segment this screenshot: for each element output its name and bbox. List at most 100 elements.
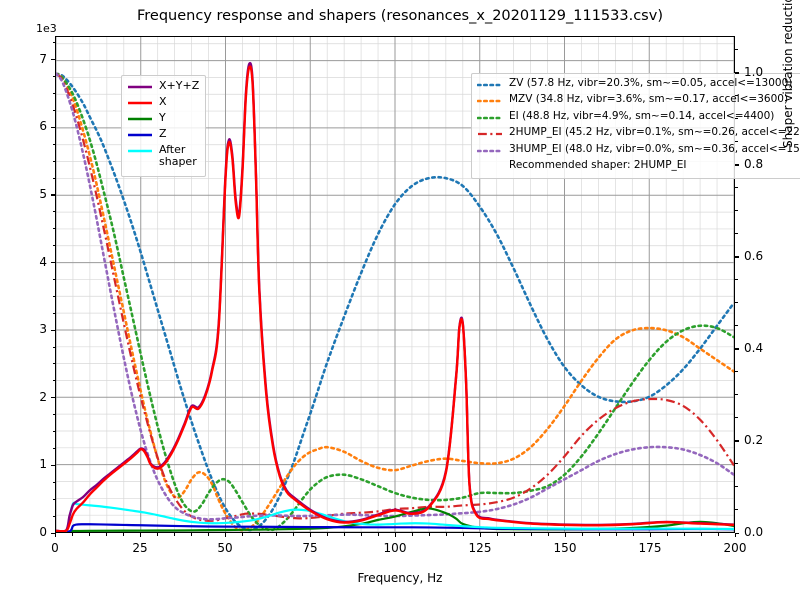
tick-mark [51, 194, 55, 196]
tick-mark [735, 233, 738, 235]
tick-mark [207, 533, 209, 536]
legend-label-y: Y [159, 111, 166, 124]
x-tick-50: 50 [217, 541, 233, 555]
legend-swatch-shaper-4-icon [477, 145, 503, 157]
y2-tick-0.6: 0.6 [744, 248, 764, 263]
y-tick-0: 0 [39, 525, 47, 539]
psd-curve-x [56, 65, 734, 532]
psd-curve-aftershaper [56, 501, 734, 532]
legend-item-xyz[interactable]: X+Y+Z [127, 80, 199, 96]
tick-mark [71, 533, 73, 536]
legend-signals[interactable]: X+Y+Z X Y Z After shaper [121, 75, 207, 177]
tick-mark [496, 533, 498, 536]
tick-mark [735, 210, 738, 212]
tick-mark [51, 126, 55, 128]
tick-mark [52, 76, 55, 78]
legend-item-shaper-4[interactable]: 3HUMP_EI (48.0 Hz, vibr=0.0%, sm~=0.36, … [477, 144, 800, 160]
tick-mark [52, 109, 55, 111]
tick-mark [52, 278, 55, 280]
legend-label-x: X [159, 95, 167, 108]
tick-mark [649, 533, 651, 537]
y-tick-3: 3 [39, 322, 47, 337]
legend-swatch-z-icon [127, 129, 153, 141]
tick-mark [717, 533, 719, 536]
tick-mark [735, 440, 739, 442]
tick-mark [735, 463, 738, 465]
tick-mark [735, 302, 738, 304]
legend-item-after-shaper[interactable]: After shaper [127, 144, 199, 172]
legend-swatch-shaper-2-icon [477, 112, 503, 124]
legend-swatch-shaper-0-icon [477, 79, 503, 91]
tick-mark [735, 256, 739, 258]
tick-mark [52, 228, 55, 230]
tick-mark [52, 312, 55, 314]
tick-mark [513, 533, 515, 536]
y-axis-exponent-label: 1e3 [36, 22, 57, 35]
data-layer [56, 61, 734, 532]
legend-label-shaper-1: MZV (34.8 Hz, vibr=3.6%, sm~=0.17, accel… [509, 93, 789, 106]
y2-tick-0.8: 0.8 [744, 156, 764, 171]
y-tick-2: 2 [39, 389, 47, 404]
y-tick-5: 5 [39, 186, 47, 201]
y-tick-6: 6 [39, 119, 47, 134]
tick-mark [326, 533, 328, 536]
legend-label-shaper-0: ZV (57.8 Hz, vibr=20.3%, sm~=0.05, accel… [509, 77, 793, 89]
tick-mark [735, 325, 738, 327]
tick-mark [735, 187, 738, 189]
tick-mark [156, 533, 158, 536]
tick-mark [734, 533, 736, 537]
x-tick-100: 100 [383, 541, 407, 555]
plot-area: X+Y+Z X Y Z After shaper ZV (57.8 Hz, vibr=2… [55, 36, 800, 533]
tick-mark [377, 533, 379, 536]
tick-mark [241, 533, 243, 536]
tick-mark [735, 141, 738, 143]
tick-mark [547, 533, 549, 536]
y-tick-1: 1 [39, 457, 47, 472]
tick-mark [122, 533, 124, 536]
shaper-curve-mzv [56, 72, 734, 532]
shaper-curve-zv [56, 72, 734, 532]
legend-item-z[interactable]: Z [127, 128, 199, 144]
tick-mark [666, 533, 668, 536]
legend-item-shaper-2[interactable]: EI (48.8 Hz, vibr=4.9%, sm~=0.14, accel<… [477, 111, 800, 127]
legend-shapers[interactable]: ZV (57.8 Hz, vibr=20.3%, sm~=0.05, accel… [471, 73, 800, 179]
x-tick-200: 200 [723, 541, 747, 555]
legend-label-after-shaper: After shaper [159, 143, 197, 168]
legend-item-y[interactable]: Y [127, 112, 199, 128]
legend-item-shaper-1[interactable]: MZV (34.8 Hz, vibr=3.6%, sm~=0.17, accel… [477, 94, 800, 110]
legend-item-x[interactable]: X [127, 96, 199, 112]
x-tick-75: 75 [302, 541, 318, 555]
tick-mark [735, 118, 738, 120]
y2-tick-0.2: 0.2 [744, 432, 764, 447]
tick-mark [52, 481, 55, 483]
legend-item-shaper-0[interactable]: ZV (57.8 Hz, vibr=20.3%, sm~=0.05, accel… [477, 78, 800, 94]
tick-mark [51, 59, 55, 61]
tick-mark [735, 95, 738, 97]
x-tick-25: 25 [132, 541, 148, 555]
legend-label-xyz: X+Y+Z [159, 79, 200, 92]
tick-mark [139, 533, 141, 537]
tick-mark [52, 295, 55, 297]
legend-swatch-xyz-icon [127, 81, 153, 93]
tick-mark [51, 329, 55, 331]
legend-item-shaper-3[interactable]: 2HUMP_EI (45.2 Hz, vibr=0.1%, sm~=0.26, … [477, 127, 800, 143]
tick-mark [735, 532, 739, 534]
tick-mark [309, 533, 311, 537]
tick-mark [52, 245, 55, 247]
tick-mark [411, 533, 413, 536]
tick-mark [360, 533, 362, 536]
legend-swatch-shaper-1-icon [477, 95, 503, 107]
legend-label-shaper-2: EI (48.8 Hz, vibr=4.9%, sm~=0.14, accel<… [509, 109, 775, 122]
tick-mark [445, 533, 447, 536]
tick-mark [54, 533, 56, 537]
tick-mark [735, 49, 738, 51]
tick-mark [735, 417, 738, 419]
tick-mark [52, 363, 55, 365]
shaper-curve-ei [56, 72, 734, 532]
tick-mark [52, 143, 55, 145]
x-tick-175: 175 [638, 541, 662, 555]
legend-swatch-x-icon [127, 97, 153, 109]
tick-mark [51, 464, 55, 467]
shaper-curve-3hump_ei [56, 72, 734, 521]
tick-mark [735, 509, 738, 511]
